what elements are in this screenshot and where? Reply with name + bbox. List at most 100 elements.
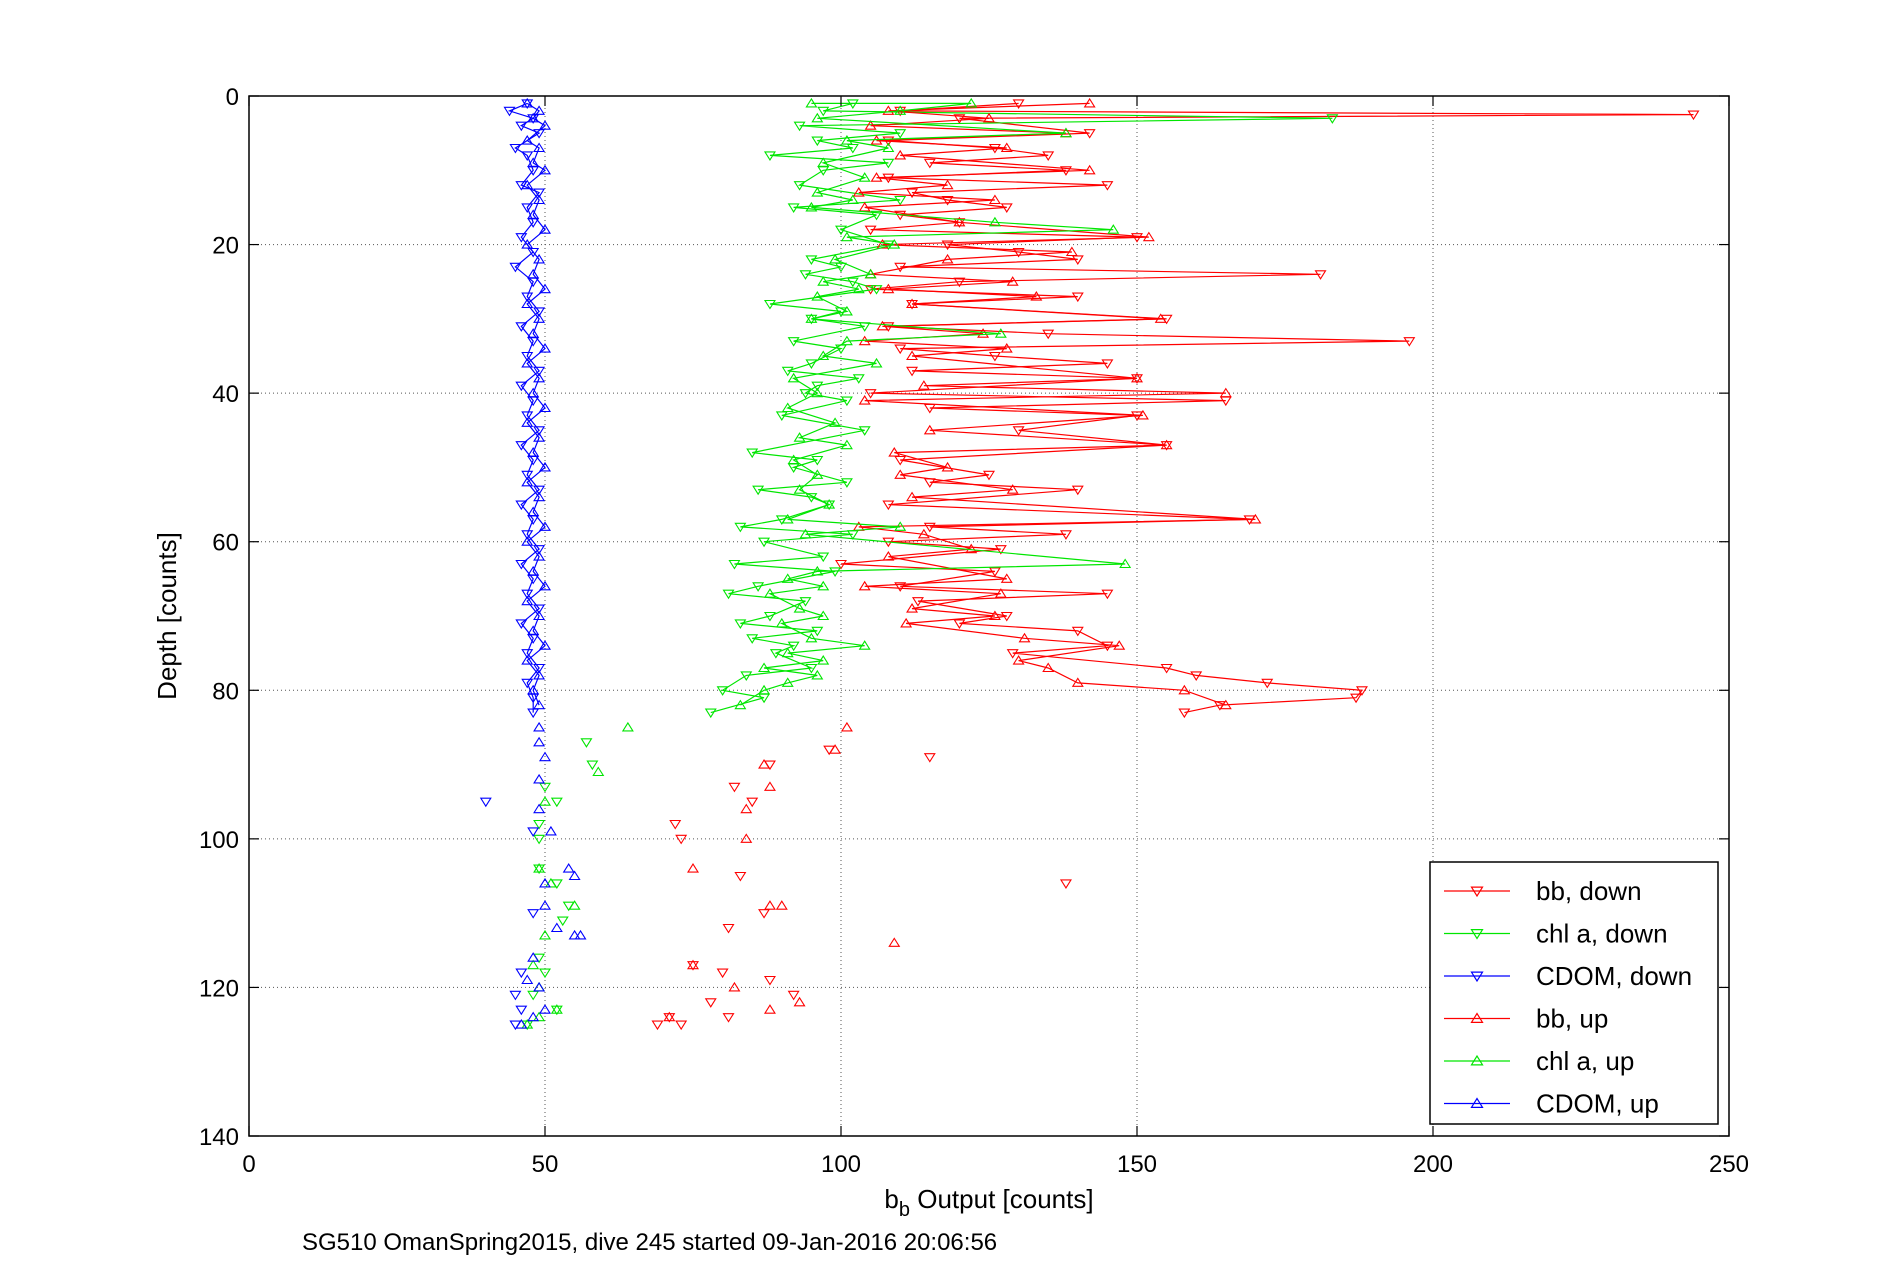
data-point (758, 662, 771, 673)
data-point (763, 299, 776, 310)
data-point (917, 380, 930, 390)
data-point (550, 922, 563, 933)
data-point (1012, 247, 1025, 258)
data-point (769, 649, 782, 659)
data-point (805, 313, 818, 323)
data-point (799, 270, 812, 280)
data-point (544, 825, 557, 836)
data-point (568, 900, 581, 910)
data-point (799, 528, 812, 539)
data-point (840, 231, 853, 242)
data-point (1219, 699, 1232, 710)
data-point (533, 803, 546, 814)
data-point (533, 188, 546, 199)
data-point (811, 669, 824, 680)
data-point (515, 1019, 528, 1029)
data-point (758, 684, 771, 695)
data-point (539, 1004, 551, 1014)
data-point (983, 470, 995, 481)
data-point (852, 374, 865, 384)
data-point (864, 285, 877, 295)
data-point (840, 721, 853, 732)
data-point (894, 344, 907, 355)
data-point (539, 580, 551, 591)
data-point (852, 283, 865, 294)
data-point (568, 870, 581, 881)
data-point (1000, 203, 1013, 213)
data-point (977, 328, 990, 338)
data-point (811, 187, 824, 197)
data-point (817, 157, 830, 167)
data-point (574, 929, 587, 940)
data-point (521, 678, 534, 689)
data-point (793, 996, 806, 1007)
data-point (533, 863, 546, 873)
legend-swatch-marker (1470, 886, 1484, 898)
data-point (911, 597, 924, 607)
data-point (763, 781, 776, 791)
data-point (864, 268, 877, 279)
data-point (527, 506, 540, 517)
data-point (988, 216, 1001, 227)
data-point (1006, 649, 1019, 659)
data-point (533, 604, 546, 615)
data-point (1042, 329, 1055, 340)
data-point (864, 120, 877, 130)
data-point (906, 603, 919, 613)
data-point (556, 916, 569, 927)
legend-box (1429, 861, 1719, 1125)
data-point (846, 277, 859, 288)
data-point (758, 537, 771, 548)
x-tick-label: 100 (821, 1151, 861, 1178)
data-point (858, 395, 871, 405)
data-point (539, 343, 551, 353)
data-point (805, 97, 818, 108)
data-point (527, 990, 540, 1001)
figure-caption: SG510 OmanSpring2015, dive 245 started 0… (302, 1229, 997, 1256)
data-point (515, 1005, 528, 1016)
data-point (835, 559, 847, 570)
data-point (533, 142, 546, 153)
data-point (994, 588, 1007, 598)
data-point (533, 194, 546, 205)
data-point (722, 589, 735, 600)
data-point (941, 461, 954, 472)
legend-entry-label: CDOM, down (1536, 961, 1692, 991)
data-point (900, 617, 913, 628)
data-point (858, 580, 871, 591)
data-point (527, 959, 540, 970)
data-point (527, 565, 540, 576)
data-point (1101, 359, 1114, 369)
data-point (787, 990, 800, 1001)
data-point (835, 225, 847, 236)
data-point (533, 610, 546, 621)
data-point (515, 233, 528, 243)
data-point (734, 619, 747, 629)
data-point (906, 298, 919, 309)
data-point (533, 819, 546, 830)
data-point (994, 545, 1007, 555)
data-point (521, 649, 534, 659)
series-cdom-up (515, 97, 587, 1029)
data-point (781, 366, 794, 377)
data-point (894, 262, 907, 273)
y-axis-label: Depth [counts] (152, 532, 182, 700)
data-point (539, 782, 551, 793)
data-point (1000, 611, 1013, 622)
data-point (781, 647, 794, 658)
data-point (775, 411, 788, 421)
data-point (988, 351, 1001, 362)
data-point (835, 344, 847, 355)
data-point (1042, 662, 1055, 673)
data-point (787, 454, 800, 465)
y-tick-label: 100 (199, 827, 239, 854)
data-point (882, 500, 895, 511)
data-point (533, 551, 546, 561)
data-point (521, 470, 534, 481)
data-point (793, 484, 806, 494)
data-point (533, 426, 546, 436)
x-axis-label-subscript: b (899, 1199, 910, 1221)
data-point (923, 522, 936, 533)
data-point (840, 439, 853, 450)
data-point (805, 663, 818, 674)
